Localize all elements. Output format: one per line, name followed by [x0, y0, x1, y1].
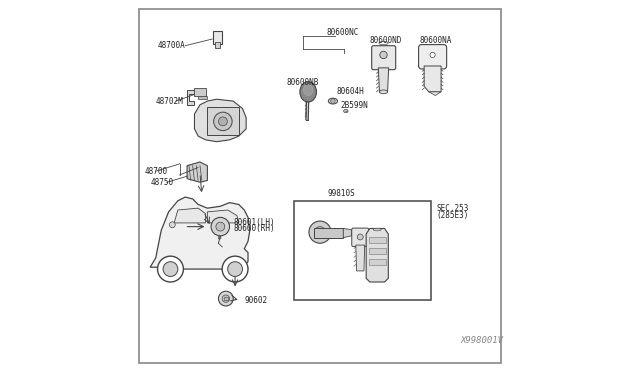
FancyBboxPatch shape [372, 46, 396, 70]
Text: X998001V: X998001V [460, 336, 503, 345]
Circle shape [218, 236, 221, 239]
Circle shape [222, 256, 248, 282]
Circle shape [216, 222, 225, 231]
Circle shape [218, 291, 233, 306]
Ellipse shape [328, 98, 337, 104]
Text: 80600ND: 80600ND [370, 36, 402, 45]
Ellipse shape [344, 109, 348, 113]
Text: SEC.253: SEC.253 [436, 203, 468, 213]
Ellipse shape [380, 90, 388, 94]
Polygon shape [343, 228, 351, 238]
Bar [369, 259, 386, 265]
Polygon shape [187, 90, 195, 105]
Circle shape [211, 217, 230, 236]
Circle shape [314, 227, 326, 238]
Ellipse shape [373, 228, 381, 231]
Circle shape [170, 222, 175, 228]
Text: 90602: 90602 [244, 296, 268, 305]
Ellipse shape [303, 84, 313, 96]
Text: 80600NB: 80600NB [287, 78, 319, 87]
Text: 99810S: 99810S [328, 189, 355, 198]
Text: 80600NA: 80600NA [420, 36, 452, 45]
FancyBboxPatch shape [419, 45, 447, 69]
Text: 48702M: 48702M [156, 97, 184, 106]
FancyBboxPatch shape [352, 228, 369, 247]
Polygon shape [429, 92, 441, 96]
Bar [195, 88, 205, 96]
Circle shape [214, 112, 232, 131]
Ellipse shape [300, 82, 317, 102]
Bar [294, 201, 431, 301]
Polygon shape [195, 99, 246, 142]
Polygon shape [150, 197, 250, 269]
Circle shape [218, 117, 227, 126]
Polygon shape [174, 208, 205, 223]
Polygon shape [424, 66, 441, 92]
Circle shape [331, 99, 335, 103]
Bar [215, 42, 220, 48]
Text: 48750: 48750 [150, 178, 173, 187]
Circle shape [157, 256, 184, 282]
Polygon shape [366, 228, 388, 282]
Text: 80600(RH): 80600(RH) [233, 224, 275, 233]
Polygon shape [207, 210, 239, 223]
Circle shape [163, 262, 178, 276]
Polygon shape [187, 162, 207, 182]
Circle shape [222, 295, 230, 302]
Bar [369, 237, 386, 243]
Circle shape [380, 51, 387, 59]
Circle shape [357, 234, 363, 240]
Bar [369, 248, 386, 254]
Text: 2B599N: 2B599N [340, 101, 368, 110]
Polygon shape [356, 245, 365, 271]
Text: 80604H: 80604H [337, 87, 364, 96]
Circle shape [309, 221, 331, 243]
Bar [314, 228, 343, 238]
Text: 48700: 48700 [145, 167, 168, 176]
Ellipse shape [379, 41, 388, 45]
Text: (285E3): (285E3) [436, 211, 468, 220]
Bar [198, 96, 207, 99]
Text: 80600NC: 80600NC [326, 28, 359, 37]
Bar [207, 108, 239, 135]
Polygon shape [378, 68, 388, 92]
Circle shape [430, 52, 435, 58]
Text: 80601(LH): 80601(LH) [233, 218, 275, 227]
Text: 48700A: 48700A [157, 41, 186, 50]
Bar [213, 31, 222, 44]
Bar [224, 297, 228, 301]
Circle shape [228, 262, 243, 276]
